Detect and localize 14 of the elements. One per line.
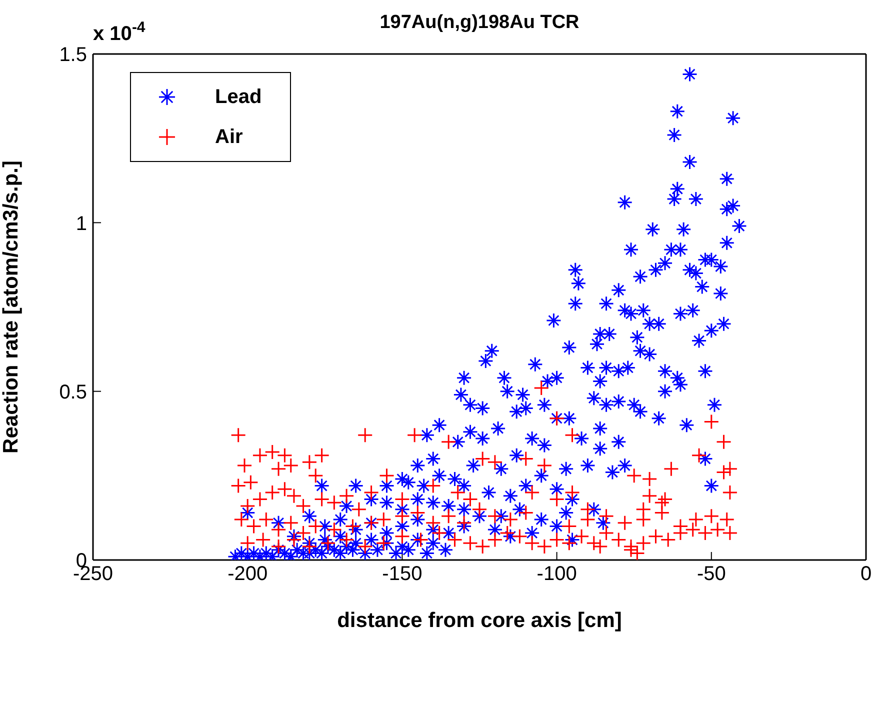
- y-axis-title: Reaction rate [atom/cm3/s.p.]: [0, 160, 22, 454]
- legend-label: Air: [215, 126, 243, 148]
- y-tick-label: 0.5: [59, 381, 87, 404]
- x-tick-label: 0: [860, 563, 872, 586]
- y-tick-label: 1.5: [59, 44, 87, 66]
- legend-label: Lead: [215, 86, 262, 108]
- x-tick-label: -50: [696, 563, 726, 586]
- x-tick-label: -100: [536, 563, 577, 586]
- x-tick-label: -200: [228, 563, 268, 586]
- x-tick-label: -150: [382, 563, 422, 586]
- x-axis-title: distance from core axis [cm]: [337, 609, 622, 632]
- y-tick-label: 1: [76, 212, 87, 235]
- chart-title: 197Au(n,g)198Au TCR: [380, 12, 580, 33]
- text: x 10$^{-4}$: [93, 18, 146, 45]
